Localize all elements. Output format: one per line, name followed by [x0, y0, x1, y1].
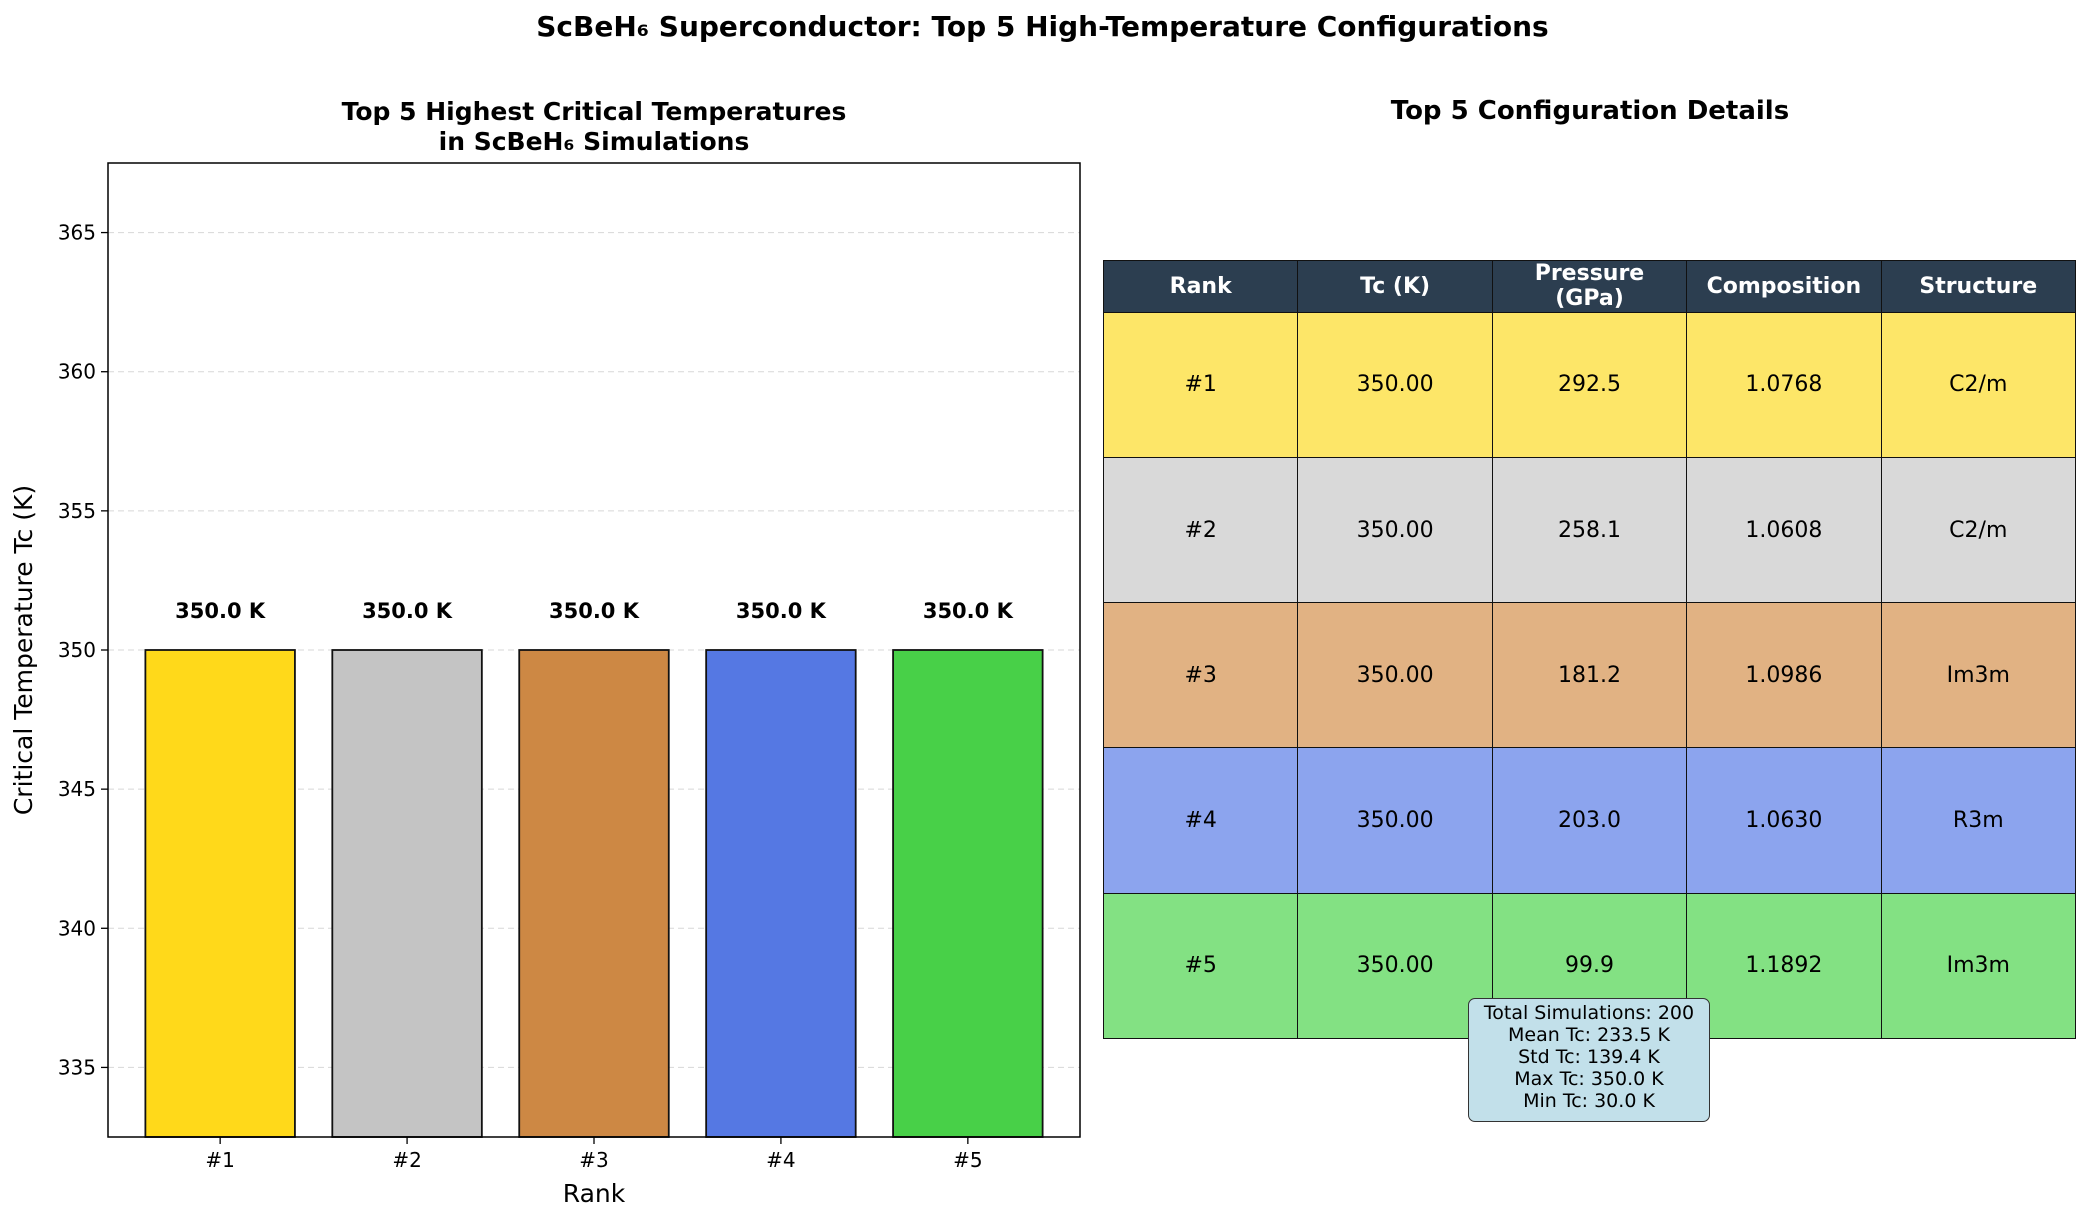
- bar-value-label: 350.0 K: [549, 599, 640, 623]
- table-row: #4 350.00 203.0 1.0630 R3m: [1102, 747, 2077, 894]
- stat-total-simulations: Total Simulations: 200: [1483, 1002, 1695, 1024]
- cell-pressure: 258.1: [1491, 456, 1688, 604]
- y-tick-label: 350: [58, 638, 96, 662]
- cell-composition: 1.1892: [1686, 892, 1882, 1040]
- header-structure: Structure: [1880, 260, 2077, 313]
- cell-composition: 1.0768: [1686, 311, 1882, 458]
- stat-std-tc: Std Tc: 139.4 K: [1518, 1046, 1660, 1068]
- header-pressure-label: Pressure (GPa): [1534, 261, 1645, 312]
- figure-title: ScBeH₆ Superconductor: Top 5 High-Temper…: [536, 10, 1549, 43]
- table-row: #1 350.00 292.5 1.0768 C2/m: [1102, 311, 2077, 458]
- y-tick-label: 345: [58, 777, 96, 801]
- cell-pressure: 181.2: [1491, 602, 1688, 749]
- cell-structure: Im3m: [1880, 602, 2077, 749]
- bar-value-label: 350.0 K: [923, 599, 1014, 623]
- y-tick-label: 340: [58, 916, 96, 940]
- table-row: #3 350.00 181.2 1.0986 Im3m: [1102, 602, 2077, 749]
- cell-pressure: 203.0: [1491, 747, 1688, 894]
- cell-tc: 350.00: [1297, 747, 1493, 894]
- stat-min-tc: Min Tc: 30.0 K: [1523, 1090, 1655, 1112]
- x-tick-label: #5: [953, 1148, 982, 1172]
- y-tick-label: 365: [58, 221, 96, 245]
- summary-stats-box: Total Simulations: 200 Mean Tc: 233.5 K …: [1468, 998, 1710, 1122]
- cell-rank: #5: [1102, 892, 1299, 1040]
- x-tick-label: #3: [579, 1148, 608, 1172]
- cell-pressure: 292.5: [1491, 311, 1688, 458]
- cell-composition: 1.0630: [1686, 747, 1882, 894]
- chart-title: Top 5 Highest Critical Temperatures: [342, 97, 847, 126]
- header-composition: Composition: [1686, 260, 1882, 313]
- cell-composition: 1.0608: [1686, 456, 1882, 604]
- y-tick-label: 360: [58, 360, 96, 384]
- table-header-row: Rank Tc (K) Pressure (GPa) Composition S…: [1102, 260, 2077, 313]
- bar-value-label: 350.0 K: [175, 599, 266, 623]
- header-tc: Tc (K): [1297, 260, 1493, 313]
- table-row: #2 350.00 258.1 1.0608 C2/m: [1102, 456, 2077, 604]
- header-rank: Rank: [1102, 260, 1299, 313]
- cell-tc: 350.00: [1297, 602, 1493, 749]
- stat-max-tc: Max Tc: 350.0 K: [1514, 1068, 1664, 1090]
- cell-rank: #2: [1102, 456, 1299, 604]
- cell-tc: 350.00: [1297, 311, 1493, 458]
- plot-frame: [107, 162, 1081, 1138]
- bar: [705, 649, 857, 1138]
- cell-structure: R3m: [1880, 747, 2077, 894]
- table-title: Top 5 Configuration Details: [1390, 96, 1790, 126]
- x-tick-label: #4: [766, 1148, 795, 1172]
- x-tick-label: #2: [392, 1148, 421, 1172]
- cell-tc: 350.00: [1297, 892, 1493, 1040]
- cell-composition: 1.0986: [1686, 602, 1882, 749]
- bar: [518, 649, 670, 1138]
- bar-value-label: 350.0 K: [736, 599, 827, 623]
- x-axis-label: Rank: [563, 1179, 626, 1208]
- chart-title: in ScBeH₆ Simulations: [439, 127, 750, 156]
- y-tick-label: 355: [58, 499, 96, 523]
- cell-rank: #3: [1102, 602, 1299, 749]
- header-pressure: Pressure (GPa): [1491, 260, 1688, 313]
- y-axis-label: Critical Temperature Tc (K): [9, 485, 38, 815]
- cell-structure: C2/m: [1880, 456, 2077, 604]
- y-tick-label: 335: [58, 1055, 96, 1079]
- stat-mean-tc: Mean Tc: 233.5 K: [1508, 1024, 1670, 1046]
- bar: [144, 649, 296, 1138]
- cell-structure: C2/m: [1880, 311, 2077, 458]
- cell-rank: #1: [1102, 311, 1299, 458]
- bar: [892, 649, 1044, 1138]
- cell-structure: Im3m: [1880, 892, 2077, 1040]
- bar: [331, 649, 483, 1138]
- cell-rank: #4: [1102, 747, 1299, 894]
- cell-tc: 350.00: [1297, 456, 1493, 604]
- configuration-table: Rank Tc (K) Pressure (GPa) Composition S…: [1102, 260, 2077, 1040]
- bar-value-label: 350.0 K: [362, 599, 453, 623]
- x-tick-label: #1: [205, 1148, 234, 1172]
